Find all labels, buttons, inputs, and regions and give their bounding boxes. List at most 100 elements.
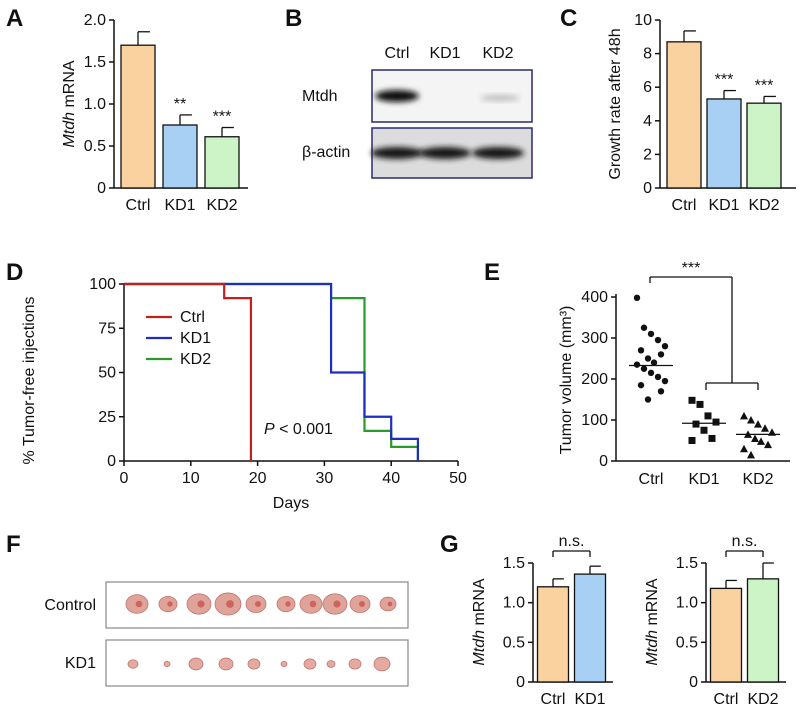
point-kd2 [761,424,769,432]
x-tick-label: KD1 [688,471,719,488]
x-tick-label: KD1 [164,197,195,214]
x-tick-label: 10 [182,470,200,487]
y-tick-label: 0 [689,674,698,691]
bar-KD2 [204,136,240,189]
panel-letter-G: G [440,531,459,558]
significance-label: *** [213,109,232,126]
x-tick-label: KD1 [708,197,739,214]
tumor-control-spot [387,601,393,607]
point-kd1 [704,412,712,420]
bar-KD2 [746,578,780,683]
tumor-control-spot [309,600,317,608]
panel-letter-D: D [6,259,23,286]
ylabel-rest: mRNA [471,578,488,630]
legend-label-Ctrl: Ctrl [180,309,205,326]
y-tick-label: 0.5 [84,138,106,155]
tumor-control-spot [167,601,173,607]
point-kd2 [740,411,748,420]
point-ctrl [644,396,652,403]
x-tick-label: Ctrl [714,691,739,708]
chart-G1: 0 0.5 1.0 1.5 Ctrl KD1 n.s. [503,533,613,708]
y-tick-label: 1.5 [503,555,525,572]
y-tick-label: 200 [581,371,608,388]
y-tick-label: 300 [581,330,608,347]
p-italic: P [264,421,275,438]
y-tick-label: 0 [97,180,106,197]
x-axis-label: Days [273,495,309,512]
series-line-KD1 [124,282,420,461]
y-axis-label: Growth rate after 48h [607,28,624,179]
point-ctrl [637,381,645,389]
ylabel-gene: Mtdh [61,112,78,148]
bar-Ctrl [709,587,743,683]
point-ctrl [661,343,669,350]
y-tick-label: 75 [98,320,116,337]
point-ctrl [647,369,655,377]
legend-label-KD1: KD1 [180,330,211,347]
bar-KD1 [573,573,607,683]
tumor-kd1 [303,658,317,670]
tumor-kd1 [247,658,261,670]
bar-Ctrl [536,586,570,683]
p-value: P < 0.001 [264,421,333,438]
ylabel-gene: Mtdh [644,630,661,666]
tumor-control-spot [333,600,341,608]
point-kd2 [757,437,765,445]
point-kd1 [696,400,704,408]
tumor-kd1 [127,659,139,669]
y-tick-label: 2 [643,146,652,163]
y-tick-label: 1.0 [676,595,698,612]
x-tick-label: KD2 [742,471,773,488]
blot-row-label: Mtdh [302,88,338,105]
chart-D: 0 10 20 30 40 50 0 25 50 75 100 Days Ctrl KD1 KD2 P < 0… [89,276,467,512]
x-tick-label: Ctrl [541,691,566,708]
x-tick-label: 40 [382,470,400,487]
photo-row-label: KD1 [65,655,96,672]
tumor-kd1 [280,661,288,667]
legend-label-KD2: KD2 [180,351,211,368]
y-tick-label: 25 [98,409,116,426]
chart-A: 0 0.5 1.0 1.5 2.0 Ctrl KD1 ** KD2 *** [84,12,248,214]
bar-Ctrl [666,41,702,189]
point-kd1 [688,437,696,444]
significance-label: *** [715,72,734,89]
photo-row-label: Control [44,597,96,614]
point-ctrl [661,377,669,385]
y-tick-label: 6 [643,79,652,96]
y-axis-label: Mtdh mRNA [644,578,661,665]
band-actin [419,147,471,159]
x-tick-label: 0 [120,470,129,487]
point-kd2 [740,444,748,453]
y-axis-label: Mtdh mRNA [471,578,488,665]
y-tick-label: 50 [98,365,116,382]
x-tick-label: Ctrl [639,471,664,488]
point-kd1 [708,434,716,442]
chart-C: 0 2 4 6 8 10 Ctrl KD1 *** KD2 *** [634,12,796,214]
bar-KD1 [162,124,198,189]
lane-label: KD1 [429,45,460,62]
p-rest: < 0.001 [275,421,333,438]
significance-label: *** [755,77,774,94]
point-kd2 [747,450,755,459]
point-ctrl [637,347,645,354]
point-ctrl [647,330,655,338]
point-ctrl [640,324,648,331]
tumor-kd1 [218,657,234,671]
significance-label: *** [682,260,701,277]
point-kd2 [754,420,762,428]
tumor-kd1 [348,658,362,670]
tumor-control-spot [255,601,261,607]
y-tick-label: 1.0 [503,595,525,612]
x-tick-label: KD2 [206,197,237,214]
y-tick-label: 400 [581,289,608,306]
band-mtdh-ctrl [375,90,419,102]
point-kd2 [747,416,755,424]
point-ctrl [650,359,658,366]
chart-G2: 0 0.5 1.0 1.5 Ctrl KD2 n.s. [676,533,786,708]
ylabel-rest: mRNA [644,578,661,630]
point-kd1 [688,396,696,404]
tumor-control-spot [135,600,143,608]
point-ctrl [657,388,665,395]
point-kd2 [764,440,772,449]
